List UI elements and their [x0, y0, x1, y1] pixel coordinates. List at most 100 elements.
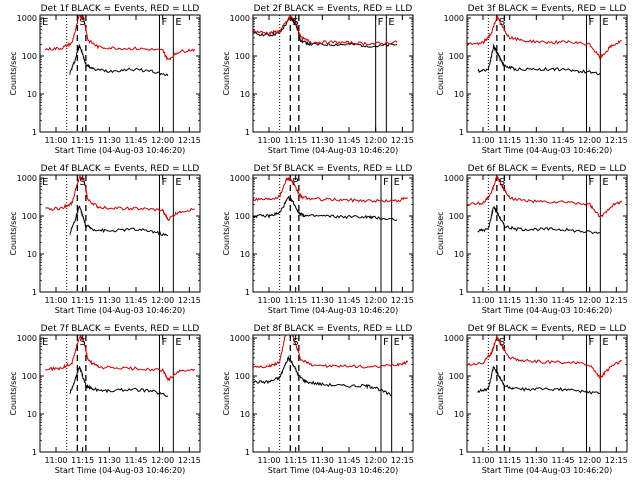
x-tick-label: 12:00 — [151, 456, 174, 465]
series-events — [477, 43, 601, 76]
x-tick-label: 11:45 — [551, 296, 574, 305]
panel-5: Det 5f BLACK = Events, RED = LLD 1 10 100 10… — [222, 164, 414, 315]
x-tick-label: 11:00 — [257, 456, 280, 465]
y-axis-label: Counts/sec — [436, 371, 445, 415]
plot-frame — [39, 174, 201, 293]
x-axis-label: Start Time (04-Aug-03 10:46:20) — [482, 146, 613, 155]
y-axis-label: Counts/sec — [222, 211, 231, 255]
series-events — [69, 366, 169, 397]
x-tick-label: 11:30 — [311, 456, 334, 465]
panel-9: Det 9f BLACK = Events, RED = LLD 1 10 100 10… — [436, 324, 628, 475]
x-tick-label: 11:15 — [71, 296, 94, 305]
panel-title: Det 5f BLACK = Events, RED = LLD — [254, 164, 413, 174]
x-tick-label: 12:00 — [578, 136, 601, 145]
series-lld — [467, 175, 623, 218]
y-axis-label: Counts/sec — [9, 371, 18, 415]
marker-label: S — [499, 337, 505, 348]
x-tick-label: 12:15 — [391, 136, 414, 145]
y-tick-label: 10 — [454, 90, 464, 99]
x-tick-label: 11:45 — [337, 456, 360, 465]
series-events — [477, 205, 601, 235]
x-axis-label: Start Time (04-Aug-03 10:46:20) — [55, 466, 186, 475]
x-tick-label: 11:30 — [525, 456, 548, 465]
x-tick-label: 12:15 — [605, 296, 628, 305]
plot-frame — [252, 334, 414, 453]
marker-label: E — [175, 337, 181, 348]
x-tick-label: 11:45 — [551, 136, 574, 145]
plot-frame — [39, 14, 201, 133]
plot-frame — [252, 174, 414, 293]
y-axis-label: Counts/sec — [9, 211, 18, 255]
x-tick-label: 11:15 — [284, 456, 307, 465]
y-axis-label: Counts/sec — [436, 211, 445, 255]
y-tick-label: 10 — [27, 90, 37, 99]
panel-2: Det 2f BLACK = Events, RED = LLD 1 10 100 10… — [222, 4, 414, 155]
y-tick-label: 1000 — [230, 334, 250, 343]
plot-area — [467, 335, 627, 452]
plot-frame — [466, 14, 628, 133]
x-tick-label: 11:00 — [257, 296, 280, 305]
y-tick-label: 1 — [32, 128, 37, 137]
marker-label: F — [378, 17, 384, 28]
x-tick-label: 11:30 — [98, 136, 121, 145]
x-tick-label: 11:30 — [525, 136, 548, 145]
marker-label: E — [42, 17, 48, 28]
x-tick-label: 11:15 — [498, 136, 521, 145]
x-tick-label: 11:45 — [337, 136, 360, 145]
y-tick-label: 1 — [245, 128, 250, 137]
y-tick-label: 1 — [245, 288, 250, 297]
x-tick-label: 12:15 — [178, 136, 201, 145]
y-tick-label: 1000 — [444, 334, 464, 343]
x-tick-label: 11:30 — [98, 456, 121, 465]
y-tick-label: 1000 — [230, 14, 250, 23]
panel-7: Det 7f BLACK = Events, RED = LLD 1 10 100 10… — [9, 324, 201, 475]
x-tick-label: 11:45 — [124, 136, 147, 145]
x-tick-label: 12:00 — [364, 456, 387, 465]
y-tick-label: 1000 — [230, 174, 250, 183]
y-tick-label: 10 — [240, 250, 250, 259]
x-tick-label: 11:15 — [71, 456, 94, 465]
marker-label: S — [499, 177, 505, 188]
y-tick-label: 100 — [22, 52, 37, 61]
plot-frame — [252, 14, 414, 133]
series-events — [477, 366, 601, 395]
y-tick-label: 1 — [32, 448, 37, 457]
plot-area — [40, 15, 200, 132]
y-tick-label: 100 — [449, 52, 464, 61]
y-tick-label: 1000 — [444, 14, 464, 23]
y-tick-label: 1 — [245, 448, 250, 457]
marker-label: E — [388, 17, 394, 28]
series-lld — [467, 335, 622, 379]
x-tick-label: 11:45 — [551, 456, 574, 465]
plot-area — [467, 15, 627, 132]
plot-frame — [466, 334, 628, 453]
x-tick-label: 11:15 — [498, 296, 521, 305]
panel-title: Det 7f BLACK = Events, RED = LLD — [41, 324, 200, 334]
marker-label: S — [79, 337, 85, 348]
x-axis-label: Start Time (04-Aug-03 10:46:20) — [482, 466, 613, 475]
y-tick-label: 1 — [459, 128, 464, 137]
x-tick-label: 12:00 — [364, 136, 387, 145]
marker-label: E — [602, 17, 608, 28]
panel-title: Det 9f BLACK = Events, RED = LLD — [468, 324, 627, 334]
panel-6: Det 6f BLACK = Events, RED = LLD 1 10 100 10… — [436, 164, 628, 315]
x-tick-label: 11:00 — [471, 296, 494, 305]
x-tick-label: 11:00 — [44, 296, 67, 305]
y-tick-label: 100 — [235, 372, 250, 381]
marker-label: E — [394, 177, 400, 188]
series-events — [253, 355, 392, 397]
marker-label: E — [175, 17, 181, 28]
marker-label: E — [602, 337, 608, 348]
plot-area — [40, 335, 200, 452]
x-tick-label: 11:45 — [337, 296, 360, 305]
marker-label: E — [394, 337, 400, 348]
y-tick-label: 1000 — [444, 174, 464, 183]
x-tick-label: 11:00 — [44, 136, 67, 145]
panel-title: Det 4f BLACK = Events, RED = LLD — [41, 164, 200, 174]
y-axis-label: Counts/sec — [222, 51, 231, 95]
marker-label: S — [79, 17, 85, 28]
y-tick-label: 1000 — [17, 334, 37, 343]
y-tick-label: 100 — [22, 212, 37, 221]
marker-label: S — [292, 17, 298, 28]
